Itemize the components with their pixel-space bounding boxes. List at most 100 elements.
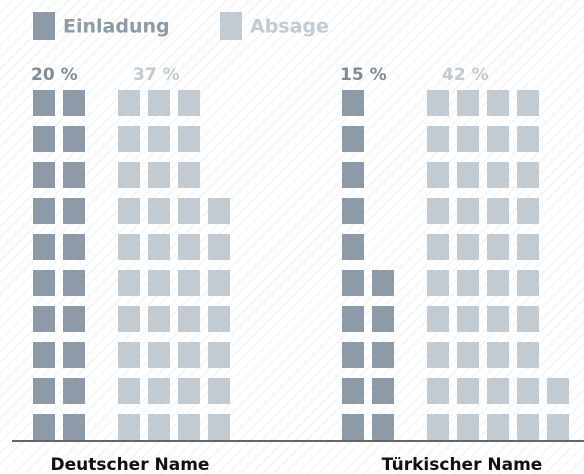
waffle-square [63, 162, 85, 188]
waffle-square [33, 126, 55, 152]
waffle-square [118, 414, 140, 440]
waffle-square [148, 126, 170, 152]
waffle-square [33, 162, 55, 188]
waffle-square [342, 270, 364, 296]
waffle-square [342, 90, 364, 116]
waffle-square [342, 306, 364, 332]
waffle-square [118, 306, 140, 332]
waffle-square [372, 414, 394, 440]
waffle-square [148, 378, 170, 404]
waffle-square [547, 414, 569, 440]
value-label: 20 % [31, 65, 78, 85]
waffle-square [427, 342, 449, 368]
waffle-square [148, 414, 170, 440]
waffle-square [517, 270, 539, 296]
waffle-square [487, 90, 509, 116]
waffle-square [342, 342, 364, 368]
legend-label: Absage [250, 16, 329, 38]
waffle-square [33, 342, 55, 368]
waffle-square [178, 162, 200, 188]
waffle-square [63, 414, 85, 440]
legend-swatch [220, 12, 242, 40]
waffle-square [372, 342, 394, 368]
waffle-square [148, 342, 170, 368]
waffle-square [457, 162, 479, 188]
waffle-square [427, 378, 449, 404]
waffle-square [148, 234, 170, 260]
waffle-square [517, 342, 539, 368]
waffle-square [547, 378, 569, 404]
waffle-square [487, 126, 509, 152]
waffle-square [342, 414, 364, 440]
waffle-square [457, 198, 479, 224]
waffle-square [457, 414, 479, 440]
waffle-square [342, 198, 364, 224]
waffle-square [427, 90, 449, 116]
waffle-square [457, 270, 479, 296]
waffle-square [33, 414, 55, 440]
waffle-square [342, 162, 364, 188]
waffle-square [457, 90, 479, 116]
waffle-square [33, 198, 55, 224]
waffle-square [63, 234, 85, 260]
waffle-square [427, 234, 449, 260]
waffle-square [63, 306, 85, 332]
waffle-square [517, 162, 539, 188]
legend-swatch [33, 12, 55, 40]
waffle-square [427, 126, 449, 152]
waffle-square [457, 342, 479, 368]
waffle-square [178, 234, 200, 260]
waffle-square [178, 90, 200, 116]
waffle-square [427, 270, 449, 296]
waffle-square [457, 126, 479, 152]
waffle-square [118, 162, 140, 188]
waffle-square [178, 342, 200, 368]
waffle-square [118, 270, 140, 296]
waffle-square [208, 378, 230, 404]
value-label: 37 % [133, 65, 180, 85]
waffle-square [178, 378, 200, 404]
waffle-square [118, 198, 140, 224]
waffle-square [63, 90, 85, 116]
waffle-square [487, 414, 509, 440]
waffle-square [517, 378, 539, 404]
category-label: Deutscher Name [51, 455, 210, 474]
waffle-square [517, 414, 539, 440]
waffle-square [118, 234, 140, 260]
waffle-square [342, 234, 364, 260]
value-label: 42 % [442, 65, 489, 85]
waffle-square [208, 234, 230, 260]
waffle-square [427, 162, 449, 188]
waffle-square [178, 270, 200, 296]
waffle-square [63, 378, 85, 404]
waffle-square [517, 126, 539, 152]
waffle-square [342, 126, 364, 152]
waffle-square [487, 270, 509, 296]
waffle-square [63, 126, 85, 152]
waffle-square [63, 270, 85, 296]
waffle-square [148, 162, 170, 188]
waffle-square [118, 90, 140, 116]
waffle-square [208, 270, 230, 296]
waffle-square [487, 234, 509, 260]
waffle-square [457, 234, 479, 260]
waffle-square [517, 90, 539, 116]
waffle-square [208, 198, 230, 224]
waffle-square [487, 378, 509, 404]
waffle-square [517, 198, 539, 224]
waffle-square [148, 198, 170, 224]
waffle-square [342, 378, 364, 404]
waffle-square [372, 270, 394, 296]
waffle-square [148, 306, 170, 332]
category-label: Türkischer Name [382, 455, 543, 474]
waffle-square [33, 90, 55, 116]
waffle-square [33, 270, 55, 296]
waffle-square [148, 90, 170, 116]
waffle-square [517, 234, 539, 260]
waffle-square [178, 306, 200, 332]
waffle-square [427, 198, 449, 224]
waffle-square [208, 414, 230, 440]
waffle-square [487, 342, 509, 368]
